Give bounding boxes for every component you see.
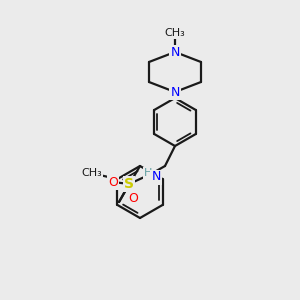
Text: N: N [151,170,161,184]
Text: N: N [170,85,180,98]
Text: O: O [108,176,118,188]
Text: CH₃: CH₃ [81,168,102,178]
Text: H: H [144,168,152,178]
Text: CH₃: CH₃ [165,28,185,38]
Text: S: S [124,177,134,191]
Text: O: O [128,191,138,205]
Text: N: N [170,46,180,59]
